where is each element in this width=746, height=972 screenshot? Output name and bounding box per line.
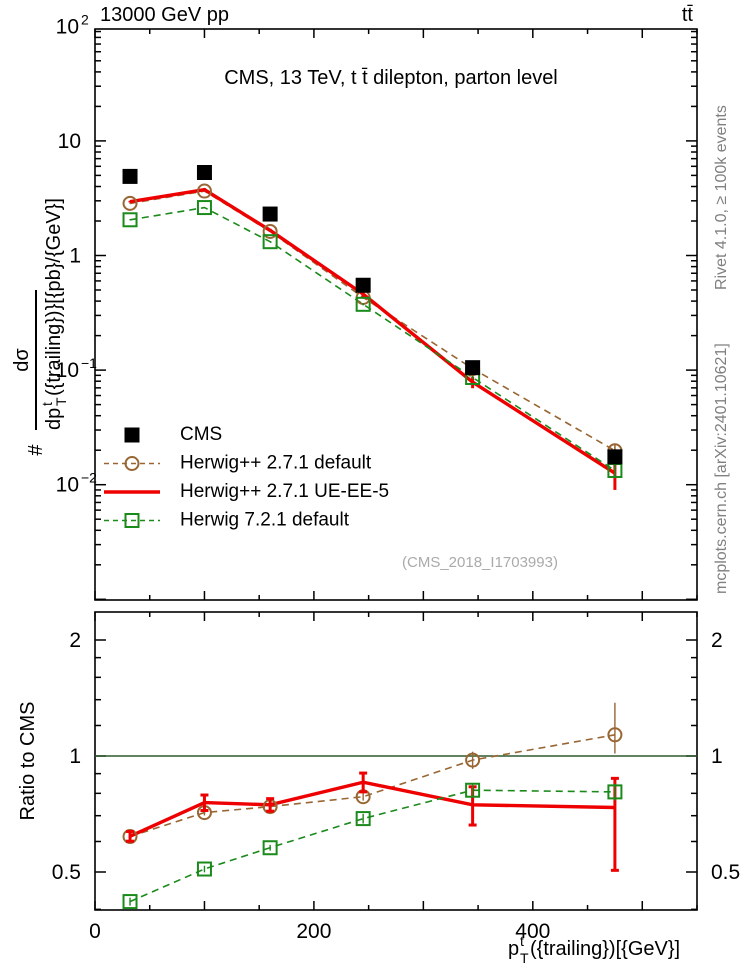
ratio-markers-herwig-2-7-1-default — [122, 702, 623, 845]
plot-title: CMS, 13 TeV, t t̄ dilepton, parton level — [224, 67, 558, 89]
y-tick-label: 10 — [58, 130, 81, 153]
open-square-marker — [122, 894, 138, 910]
svg-text:10: 10 — [56, 474, 79, 497]
open-square-marker — [196, 861, 212, 877]
y-tick-label: 10 −1 — [56, 355, 98, 382]
svg-text:10: 10 — [58, 130, 81, 153]
filled-square-marker — [196, 164, 212, 180]
legend-label: CMS — [180, 424, 222, 445]
ratio-markers-herwig-7-2-1-default — [122, 782, 623, 910]
y-tick-label: 1 — [69, 245, 81, 268]
series-line-herwig-7-2-1-default — [129, 206, 616, 472]
filled-square-marker — [122, 168, 138, 184]
x-axis-label: p tT ({trailing})[{GeV}] — [508, 933, 680, 966]
svg-text:2: 2 — [81, 11, 89, 27]
open-square-marker — [465, 782, 481, 798]
ratio-y-tick-label: 1 — [69, 745, 81, 768]
open-circle-marker — [262, 223, 278, 239]
x-tick-label: 200 — [296, 920, 331, 943]
filled-square-marker — [355, 277, 371, 293]
side-labels: Rivet 4.1.0, ≥ 100k events mcplots.cern.c… — [713, 105, 730, 594]
svg-text:10: 10 — [56, 15, 79, 38]
svg-text:({trailing})}[{pb}/{GeV}]: ({trailing})}[{pb}/{GeV}] — [43, 198, 65, 396]
main-y-axis-label: # dσ dp tT({trailing})}[{pb}/{GeV}] — [11, 198, 69, 456]
svg-text:−2: −2 — [81, 470, 97, 486]
svg-text:T: T — [53, 397, 69, 406]
x-tick-label: 0 — [89, 920, 101, 943]
mcplots-source-label: mcplots.cern.ch [arXiv:2401.10621] — [713, 343, 730, 594]
series-markers-cms — [122, 164, 623, 465]
main-panel-series — [122, 164, 623, 490]
svg-text:−1: −1 — [81, 355, 97, 371]
open-square-marker — [196, 200, 212, 216]
svg-text:dσ: dσ — [11, 348, 33, 372]
open-circle-marker — [122, 195, 138, 211]
y-tick-label: 10 −2 — [56, 470, 98, 497]
legend-item[interactable]: CMS — [124, 424, 223, 445]
svg-text:({trailing})[{GeV}]: ({trailing})[{GeV}] — [530, 938, 680, 960]
x-tick-label: 400 — [515, 920, 550, 943]
header-process-label: tt̄ — [682, 4, 694, 26]
legend-item[interactable]: Herwig++ 2.7.1 UE-EE-5 — [104, 481, 389, 502]
ratio-line-herwig-2-7-1-ue-ee-5 — [129, 780, 615, 838]
series-line-herwig-2-7-1-default — [129, 190, 616, 452]
filled-square-marker — [607, 449, 623, 465]
analysis-watermark: (CMS_2018_I1703993) — [402, 554, 558, 571]
ratio-y-tick-label: 2 — [69, 629, 81, 652]
legend-item[interactable]: Herwig 7.2.1 default — [104, 510, 350, 531]
series-markers-herwig-7-2-1-default — [122, 200, 623, 479]
ratio-y-tick-label-right: 0.5 — [711, 861, 740, 884]
svg-text:1: 1 — [69, 245, 81, 268]
ratio-y-axis-label: Ratio to CMS — [17, 702, 39, 821]
legend: CMS Herwig++ 2.7.1 default Herwig++ 2.7.1 … — [104, 424, 389, 531]
svg-text:#: # — [25, 444, 47, 456]
ratio-panel-series — [95, 702, 697, 910]
series-markers-herwig-2-7-1-default — [122, 183, 623, 459]
ratio-markers-herwig-2-7-1-ue-ee-5 — [126, 771, 619, 872]
open-circle-marker — [124, 456, 140, 471]
filled-square-marker — [124, 427, 140, 443]
open-square-marker — [607, 784, 623, 800]
legend-label: Herwig++ 2.7.1 default — [180, 453, 372, 474]
ratio-panel-frame — [94, 611, 698, 911]
svg-text:t: t — [39, 402, 55, 406]
ratio-line-herwig-2-7-1-default — [129, 734, 616, 838]
svg-text:dp: dp — [43, 408, 65, 430]
svg-text:10: 10 — [56, 359, 79, 382]
svg-text:t: t — [520, 933, 524, 949]
ratio-line-herwig-7-2-1-default — [129, 789, 615, 903]
open-square-marker — [355, 811, 371, 827]
ratio-y-tick-label-right: 1 — [711, 745, 723, 768]
header-beam-label: 13000 GeV pp — [100, 4, 229, 26]
svg-text:T: T — [520, 950, 529, 966]
open-square-marker — [262, 234, 278, 250]
rivet-version-label: Rivet 4.1.0, ≥ 100k events — [713, 105, 730, 290]
open-circle-marker — [607, 727, 623, 743]
svg-text:p: p — [508, 938, 519, 960]
filled-square-marker — [262, 206, 278, 222]
open-circle-marker — [196, 183, 212, 199]
legend-label: Herwig 7.2.1 default — [180, 510, 350, 531]
legend-item[interactable]: Herwig++ 2.7.1 default — [104, 453, 372, 474]
open-square-marker — [355, 296, 371, 312]
legend-label: Herwig++ 2.7.1 UE-EE-5 — [180, 481, 389, 502]
filled-square-marker — [465, 360, 481, 376]
ratio-y-tick-label-right: 2 — [711, 629, 723, 652]
open-square-marker — [122, 212, 138, 228]
main-panel-frame — [94, 28, 698, 601]
open-circle-marker — [465, 752, 481, 768]
ratio-y-tick-label: 0.5 — [52, 861, 81, 884]
y-tick-label: 10 2 — [56, 11, 89, 38]
open-square-marker — [124, 513, 140, 528]
series-line-herwig-2-7-1-ue-ee-5 — [129, 187, 616, 475]
open-square-marker — [262, 840, 278, 856]
header-row: 13000 GeV pp tt̄ — [100, 4, 693, 26]
